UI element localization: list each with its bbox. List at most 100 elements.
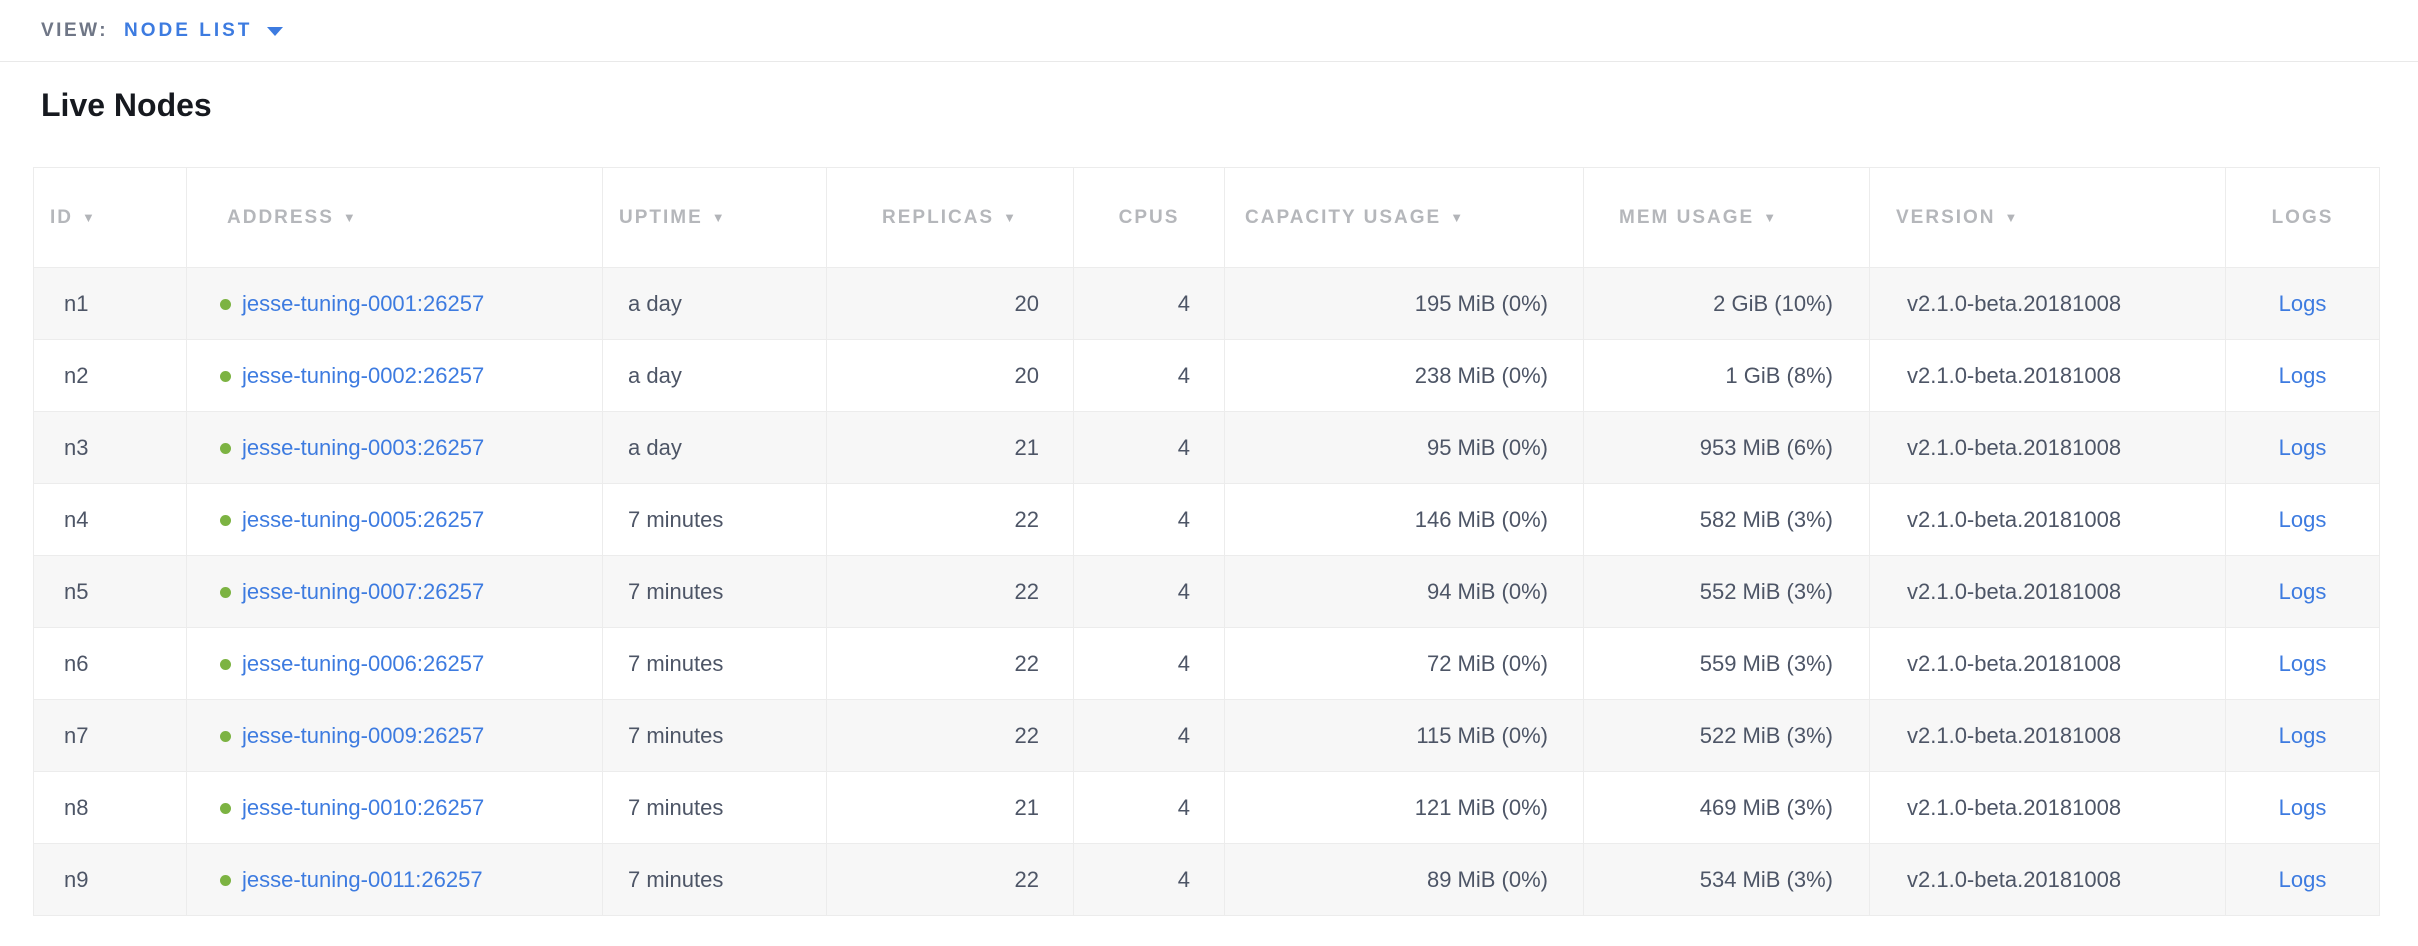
cell-uptime: a day: [602, 339, 827, 412]
node-id-value: n2: [64, 362, 89, 388]
node-status-dot: [220, 874, 231, 886]
cell-logs: Logs: [2225, 771, 2380, 844]
node-address-link[interactable]: jesse-tuning-0005:26257: [242, 506, 485, 532]
column-header-mem[interactable]: MEM USAGE ▼: [1583, 167, 1870, 268]
cell-address: jesse-tuning-0006:26257: [186, 627, 603, 700]
cell-id: n6: [33, 627, 187, 700]
node-address-link[interactable]: jesse-tuning-0010:26257: [242, 794, 485, 820]
node-address-link[interactable]: jesse-tuning-0003:26257: [242, 434, 485, 460]
cell-id: n2: [33, 339, 187, 412]
logs-link[interactable]: Logs: [2278, 506, 2327, 532]
table-row: n9 jesse-tuning-0011:26257 7 minutes 22 4 89 …: [33, 843, 2380, 916]
cell-logs: Logs: [2225, 555, 2380, 628]
cell-replicas: 22: [826, 627, 1074, 700]
cell-replicas: 20: [826, 339, 1074, 412]
node-uptime-value: a day: [628, 290, 682, 316]
cell-capacity: 72 MiB (0%): [1224, 627, 1584, 700]
node-status-dot: [220, 658, 231, 670]
node-capacity-value: 121 MiB (0%): [1414, 794, 1548, 820]
column-header-id[interactable]: ID ▼: [33, 167, 187, 268]
view-selector-dropdown[interactable]: NODE LIST: [124, 20, 284, 42]
cell-address: jesse-tuning-0010:26257: [186, 771, 603, 844]
cell-capacity: 146 MiB (0%): [1224, 483, 1584, 556]
node-address-link[interactable]: jesse-tuning-0011:26257: [242, 866, 483, 892]
logs-link[interactable]: Logs: [2278, 578, 2327, 604]
cell-mem: 559 MiB (3%): [1583, 627, 1870, 700]
cell-address: jesse-tuning-0005:26257: [186, 483, 603, 556]
cell-version: v2.1.0-beta.20181008: [1869, 699, 2226, 772]
cell-id: n9: [33, 843, 187, 916]
logs-link[interactable]: Logs: [2278, 794, 2327, 820]
node-replicas-value: 20: [1014, 362, 1039, 388]
cell-id: n7: [33, 699, 187, 772]
cell-cpus: 4: [1073, 627, 1225, 700]
chevron-down-icon: [267, 27, 284, 36]
page-title: Live Nodes: [41, 87, 212, 123]
logs-link[interactable]: Logs: [2278, 434, 2327, 460]
column-header-label: REPLICAS: [882, 206, 995, 228]
column-header-cpus: CPUS: [1073, 167, 1225, 268]
node-cpus-value: 4: [1177, 290, 1190, 316]
logs-link[interactable]: Logs: [2278, 722, 2327, 748]
cell-version: v2.1.0-beta.20181008: [1869, 843, 2226, 916]
logs-link[interactable]: Logs: [2278, 362, 2327, 388]
node-address-link[interactable]: jesse-tuning-0006:26257: [242, 650, 485, 676]
cell-version: v2.1.0-beta.20181008: [1869, 411, 2226, 484]
node-mem-value: 559 MiB (3%): [1699, 650, 1833, 676]
cell-mem: 953 MiB (6%): [1583, 411, 1870, 484]
cell-version: v2.1.0-beta.20181008: [1869, 627, 2226, 700]
cell-capacity: 195 MiB (0%): [1224, 267, 1584, 340]
node-address-link[interactable]: jesse-tuning-0001:26257: [242, 290, 485, 316]
column-header-label: ADDRESS: [227, 206, 334, 228]
node-id-value: n8: [64, 794, 89, 820]
sort-desc-icon: ▼: [1003, 209, 1018, 225]
cell-version: v2.1.0-beta.20181008: [1869, 339, 2226, 412]
node-id-value: n1: [64, 290, 89, 316]
node-version-value: v2.1.0-beta.20181008: [1907, 506, 2122, 532]
logs-link[interactable]: Logs: [2278, 650, 2327, 676]
cell-logs: Logs: [2225, 483, 2380, 556]
cell-logs: Logs: [2225, 267, 2380, 340]
node-address-link[interactable]: jesse-tuning-0009:26257: [242, 722, 485, 748]
cell-uptime: 7 minutes: [602, 699, 827, 772]
node-mem-value: 1 GiB (8%): [1725, 362, 1833, 388]
cell-capacity: 115 MiB (0%): [1224, 699, 1584, 772]
column-header-address[interactable]: ADDRESS ▼: [186, 167, 603, 268]
column-header-uptime[interactable]: UPTIME ▼: [602, 167, 827, 268]
column-header-replicas[interactable]: REPLICAS ▼: [826, 167, 1074, 268]
logs-link[interactable]: Logs: [2278, 290, 2327, 316]
node-id-value: n9: [64, 866, 89, 892]
cell-capacity: 89 MiB (0%): [1224, 843, 1584, 916]
cell-cpus: 4: [1073, 771, 1225, 844]
cell-logs: Logs: [2225, 699, 2380, 772]
cell-mem: 582 MiB (3%): [1583, 483, 1870, 556]
view-bar: VIEW: NODE LIST: [0, 0, 2418, 62]
cell-replicas: 21: [826, 411, 1074, 484]
column-header-version[interactable]: VERSION ▼: [1869, 167, 2226, 268]
cell-id: n5: [33, 555, 187, 628]
node-replicas-value: 22: [1014, 578, 1039, 604]
node-cpus-value: 4: [1177, 650, 1190, 676]
node-address-link[interactable]: jesse-tuning-0007:26257: [242, 578, 485, 604]
node-uptime-value: 7 minutes: [628, 578, 724, 604]
node-replicas-value: 21: [1014, 794, 1039, 820]
column-header-capacity[interactable]: CAPACITY USAGE ▼: [1224, 167, 1584, 268]
cell-cpus: 4: [1073, 267, 1225, 340]
cell-cpus: 4: [1073, 555, 1225, 628]
cell-replicas: 22: [826, 483, 1074, 556]
column-header-label: UPTIME: [619, 206, 703, 228]
view-label: VIEW:: [41, 19, 109, 41]
node-uptime-value: a day: [628, 434, 682, 460]
cell-logs: Logs: [2225, 843, 2380, 916]
node-uptime-value: 7 minutes: [628, 794, 724, 820]
node-replicas-value: 22: [1014, 866, 1039, 892]
cell-id: n1: [33, 267, 187, 340]
node-version-value: v2.1.0-beta.20181008: [1907, 290, 2122, 316]
cell-cpus: 4: [1073, 411, 1225, 484]
node-capacity-value: 195 MiB (0%): [1414, 290, 1548, 316]
node-address-link[interactable]: jesse-tuning-0002:26257: [242, 362, 485, 388]
logs-link[interactable]: Logs: [2278, 866, 2327, 892]
node-uptime-value: 7 minutes: [628, 650, 724, 676]
node-replicas-value: 22: [1014, 506, 1039, 532]
live-nodes-table: ID ▼ ADDRESS ▼ UPTIME ▼ REPLICAS ▼ CPUS CAPACITY …: [33, 167, 2380, 916]
